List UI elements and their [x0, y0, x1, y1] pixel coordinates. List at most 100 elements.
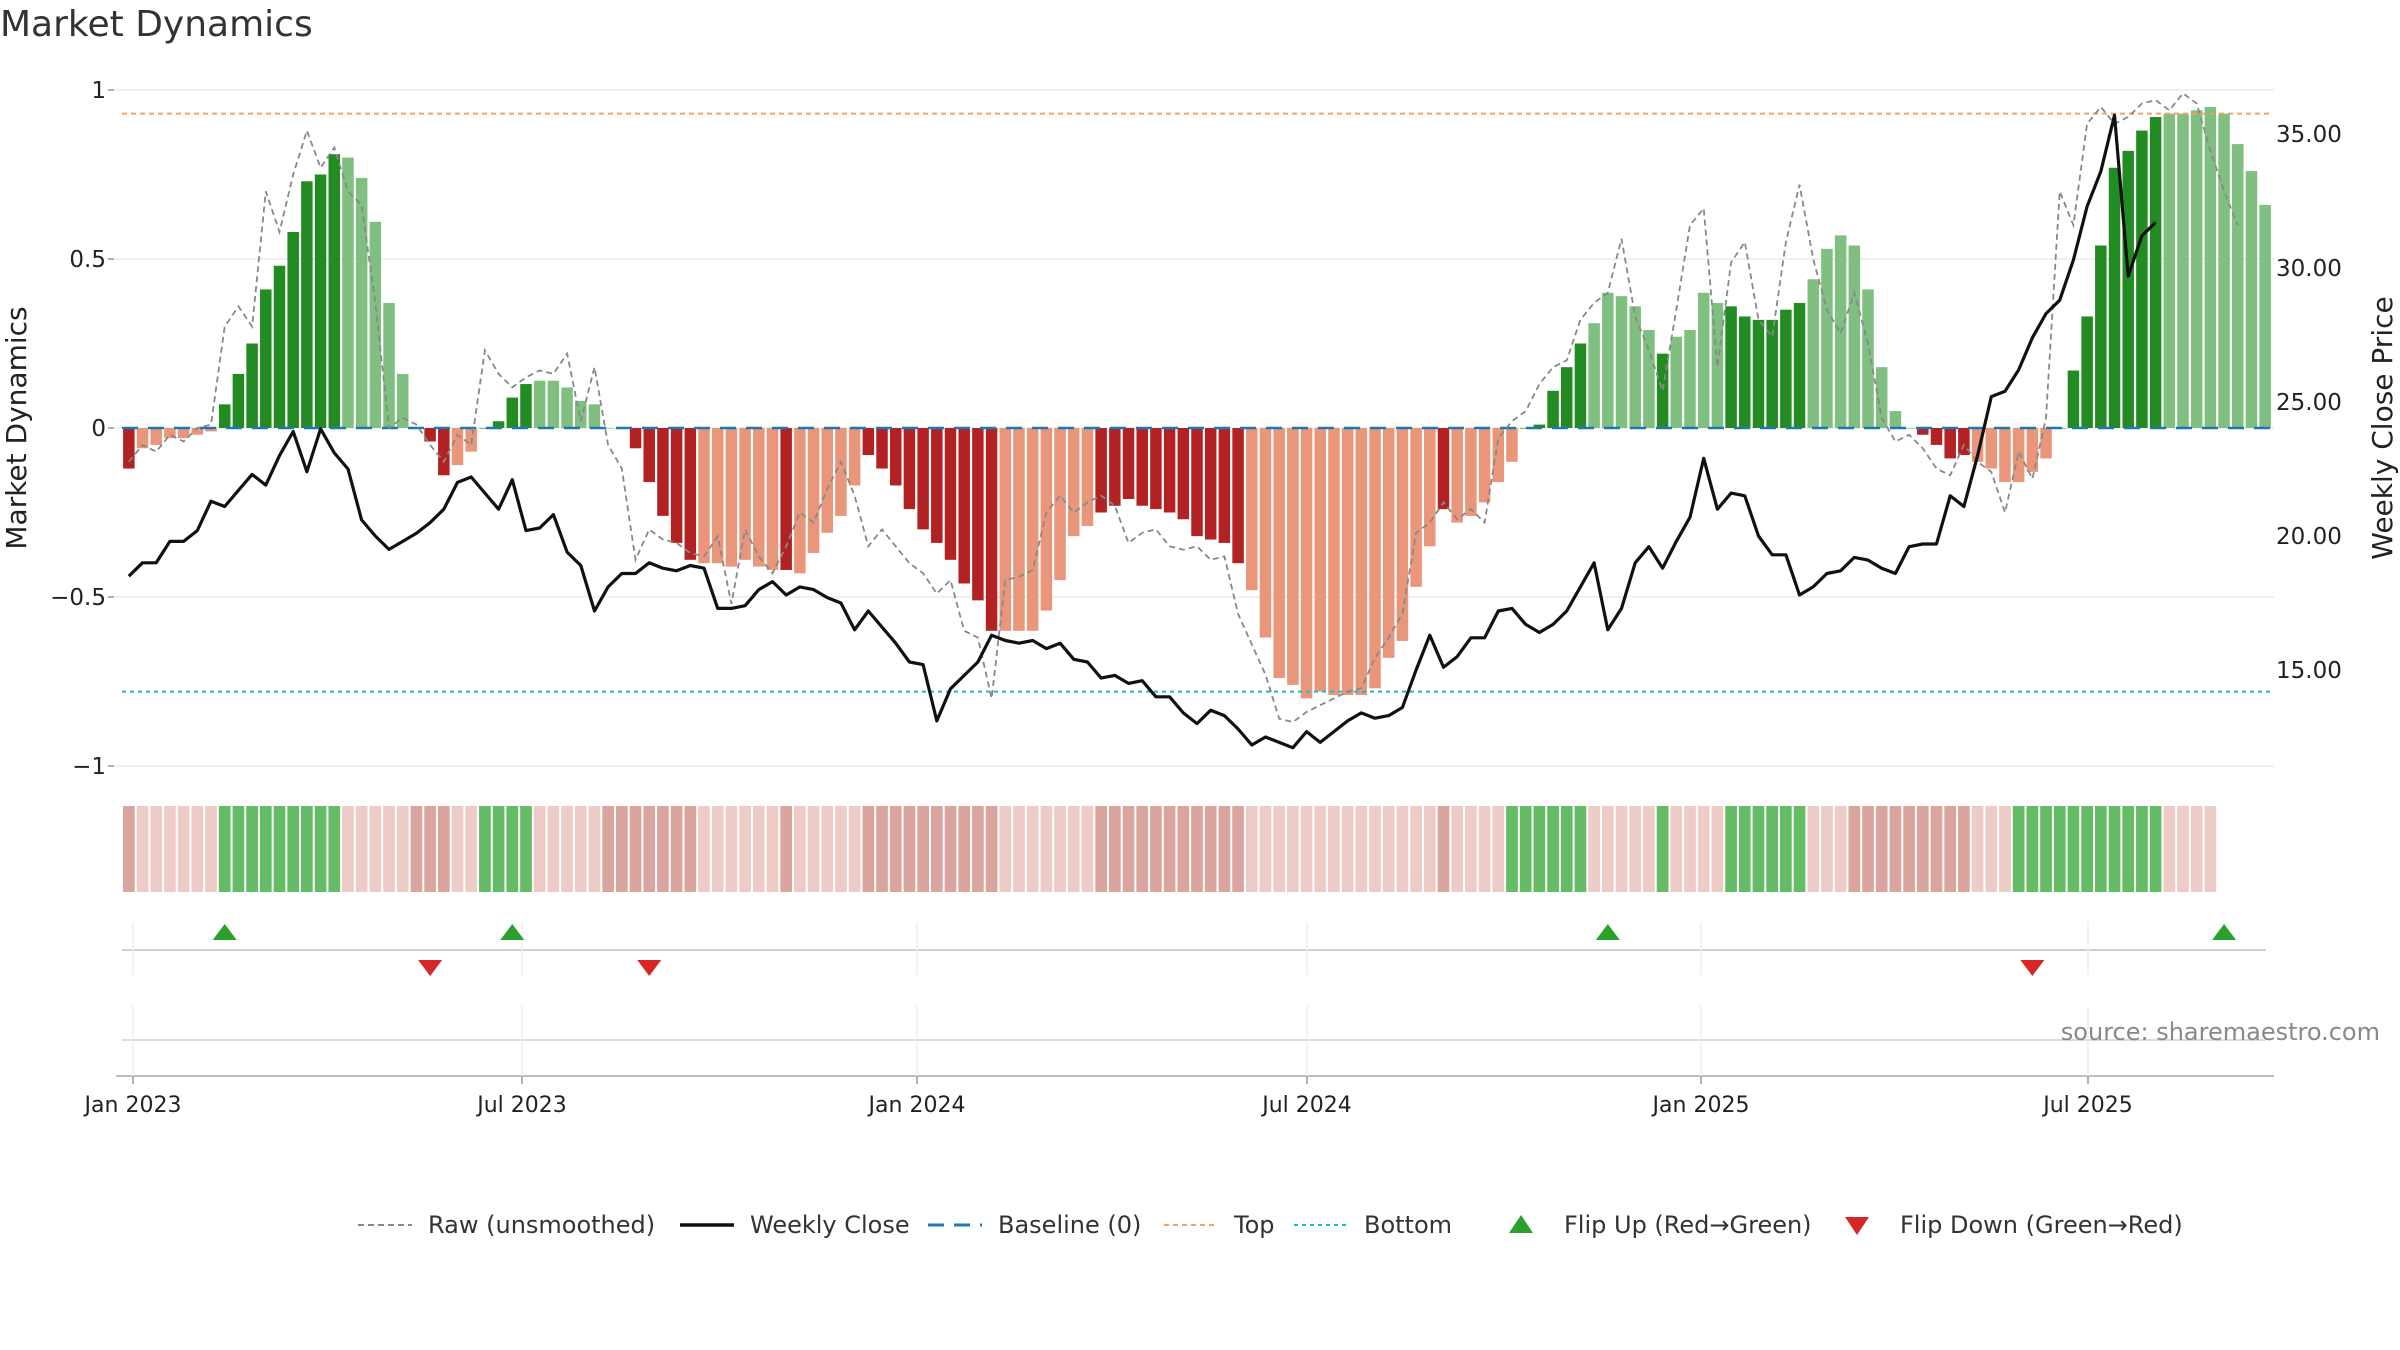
dynamics-bar [232, 373, 245, 428]
dynamics-bar [1602, 292, 1614, 428]
dynamics-bar [2149, 117, 2162, 428]
state-cell [1629, 806, 1642, 892]
dynamics-bar [2245, 171, 2258, 428]
state-cell [1081, 806, 1094, 892]
dynamics-bar [684, 428, 697, 560]
state-cell [643, 806, 656, 892]
y2-tick-label: 25.00 [2276, 390, 2342, 416]
state-cell [657, 806, 669, 892]
legend: Raw (unsmoothed) Weekly Close Baseline (0)… [358, 1211, 2183, 1239]
dynamics-bar [533, 380, 546, 428]
state-cell [287, 806, 300, 892]
dynamics-bar [1437, 428, 1450, 510]
dynamics-bar [424, 428, 436, 442]
state-cell [1259, 806, 1272, 892]
dynamics-bar [1766, 319, 1778, 428]
state-cell [2163, 806, 2176, 892]
dynamics-bar [479, 428, 491, 429]
raw-line [128, 92, 2239, 724]
state-cell [1547, 806, 1559, 892]
state-cell [232, 806, 245, 892]
dynamics-bar [287, 231, 299, 428]
state-cell [1341, 806, 1354, 892]
state-cell [711, 806, 724, 892]
y-tick-label: 0.5 [69, 247, 106, 273]
dynamics-bar [383, 302, 395, 428]
dynamics-bar [1875, 367, 1888, 428]
state-cell [1711, 806, 1724, 892]
state-cell [1725, 806, 1737, 892]
legend-flip-up-swatch [1509, 1215, 1533, 1233]
state-cell [342, 806, 354, 892]
dynamics-bar [260, 289, 272, 428]
dynamics-bar [1574, 343, 1587, 428]
state-cell [123, 806, 135, 892]
dynamics-bar [2190, 110, 2203, 428]
dynamics-bar [999, 428, 1012, 631]
state-cell [1643, 806, 1655, 892]
state-cell [561, 806, 573, 892]
state-cell [1807, 806, 1820, 892]
state-cell [2190, 806, 2203, 892]
dynamics-bar [643, 428, 655, 483]
dynamics-bar [547, 380, 560, 428]
state-cell [1191, 806, 1203, 892]
dynamics-bar [2026, 428, 2039, 472]
dynamics-bar [1246, 428, 1258, 591]
dynamics-bar [1328, 428, 1340, 696]
dynamics-bar [2163, 113, 2176, 428]
state-cell [972, 806, 984, 892]
state-cell [2136, 806, 2148, 892]
dynamics-bar [1656, 353, 1669, 428]
state-cell [396, 806, 409, 892]
flip-down-marker [637, 960, 662, 976]
dynamics-bar [2122, 150, 2134, 428]
y-tick-label: −1 [72, 754, 106, 780]
state-cell [1026, 806, 1039, 892]
state-cell [1067, 806, 1080, 892]
state-cell [355, 806, 368, 892]
state-cell [1232, 806, 1244, 892]
state-cell [698, 806, 710, 892]
state-cell [218, 806, 231, 892]
state-cell [1478, 806, 1491, 892]
state-cell [807, 806, 820, 892]
state-cell [1492, 806, 1505, 892]
x-tick-label: Jul 2023 [475, 1093, 567, 1118]
dynamics-bar [1163, 428, 1176, 513]
dynamics-bar [1177, 428, 1190, 520]
dynamics-bar [1287, 428, 1299, 685]
state-cell [1245, 806, 1258, 892]
dynamics-bar [164, 428, 176, 439]
dynamics-bar [944, 428, 957, 560]
state-cell [246, 806, 258, 892]
y-tick-label: 1 [91, 78, 106, 104]
state-cell [2067, 806, 2080, 892]
legend-label: Flip Down (Green→Red) [1900, 1211, 2183, 1239]
state-cell [1958, 806, 1970, 892]
state-cell [383, 806, 395, 892]
state-cell [2026, 806, 2039, 892]
dynamics-bar [1930, 428, 1943, 445]
state-cell [1287, 806, 1299, 892]
dynamics-bar [2232, 144, 2244, 428]
state-cell [1971, 806, 1984, 892]
state-cell [2012, 806, 2025, 892]
lower-panel: Jan 2023 Jul 2023 Jan 2024 Jul 2024 Jan 2025… [83, 1006, 2274, 1118]
legend-flip-down-swatch [1845, 1217, 1869, 1235]
flip-up-marker [500, 924, 525, 940]
dynamics-bar [1971, 428, 1984, 462]
state-cell [1355, 806, 1368, 892]
dynamics-bar [1026, 428, 1039, 631]
state-cell [889, 806, 902, 892]
dynamics-bar [1465, 428, 1477, 516]
dynamics-bar [314, 174, 327, 428]
state-cell [739, 806, 751, 892]
state-cell [862, 806, 875, 892]
dynamics-bar [561, 387, 573, 428]
source-label: source: sharemaestro.com [2061, 1018, 2380, 1046]
state-cell [602, 806, 614, 892]
y2-tick-label: 20.00 [2276, 524, 2342, 550]
dynamics-bar [273, 265, 286, 428]
